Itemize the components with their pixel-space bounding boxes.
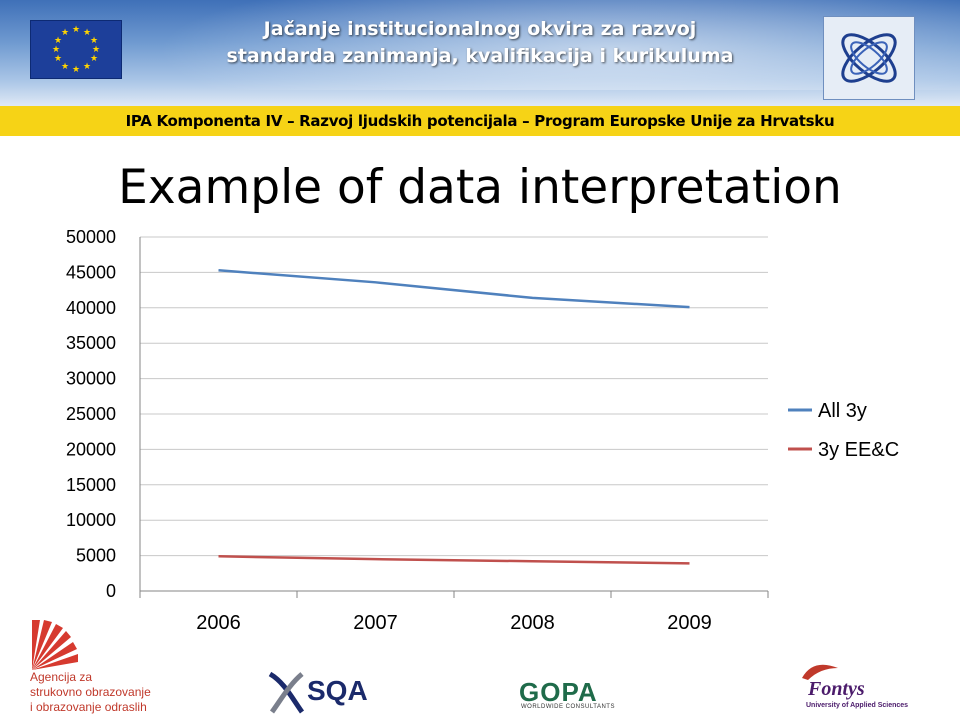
agencija-line: i obrazovanje odraslih <box>30 700 147 714</box>
gopa-logo-subtitle: WORLDWIDE CONSULTANTS <box>521 704 615 710</box>
y-tick-label: 50000 <box>66 227 116 247</box>
x-tick-label: 2009 <box>667 612 712 634</box>
x-tick-label: 2008 <box>510 612 555 634</box>
banner-sweep <box>120 0 960 90</box>
eu-flag-icon: ★ ★ ★ ★ ★ ★ ★ ★ ★ ★ ★ ★ <box>30 20 122 79</box>
x-tick-label: 2006 <box>196 612 241 634</box>
y-tick-label: 20000 <box>66 439 116 459</box>
legend-label: 3y EE&C <box>818 439 899 461</box>
x-tick-label: 2007 <box>353 612 398 634</box>
series-line <box>218 555 690 565</box>
series-line <box>218 269 690 309</box>
fontys-logo-subtitle: University of Applied Sciences <box>806 702 909 709</box>
project-logo-icon <box>823 16 915 100</box>
fontys-logo-text: Fontys <box>808 678 865 700</box>
sqa-logo-text: SQA <box>307 675 368 706</box>
fontys-bird-icon <box>802 664 838 680</box>
banner-title-line2: standarda zanimanja, kvalifikacija i kur… <box>226 45 734 67</box>
y-tick-label: 5000 <box>76 546 116 566</box>
agencija-text: Agencija za strukovno obrazovanje i obra… <box>30 670 151 715</box>
sqa-logo-icon <box>268 671 305 714</box>
banner-title-line1: Jačanje institucionalnog okvira za razvo… <box>263 18 697 40</box>
y-tick-label: 10000 <box>66 510 116 530</box>
y-tick-label: 25000 <box>66 404 116 424</box>
y-tick-label: 35000 <box>66 333 116 353</box>
agencija-line: strukovno obrazovanje <box>30 685 151 699</box>
y-tick-label: 15000 <box>66 475 116 495</box>
y-tick-label: 45000 <box>66 262 116 282</box>
legend-label: All 3y <box>818 400 867 422</box>
agencija-line: Agencija za <box>30 670 93 684</box>
agencija-logo-icon <box>32 620 78 670</box>
y-tick-label: 30000 <box>66 369 116 389</box>
banner-title: Jačanje institucionalnog okvira za razvo… <box>150 16 810 70</box>
y-tick-label: 40000 <box>66 298 116 318</box>
slide-title: Example of data interpretation <box>118 160 842 215</box>
y-tick-label: 0 <box>106 581 116 601</box>
header-banner: ★ ★ ★ ★ ★ ★ ★ ★ ★ ★ ★ ★ Jačanje instituc… <box>0 0 960 106</box>
ipa-bar: IPA Komponenta IV – Razvoj ljudskih pote… <box>0 106 960 136</box>
gopa-logo-text: GOPA <box>519 677 598 707</box>
